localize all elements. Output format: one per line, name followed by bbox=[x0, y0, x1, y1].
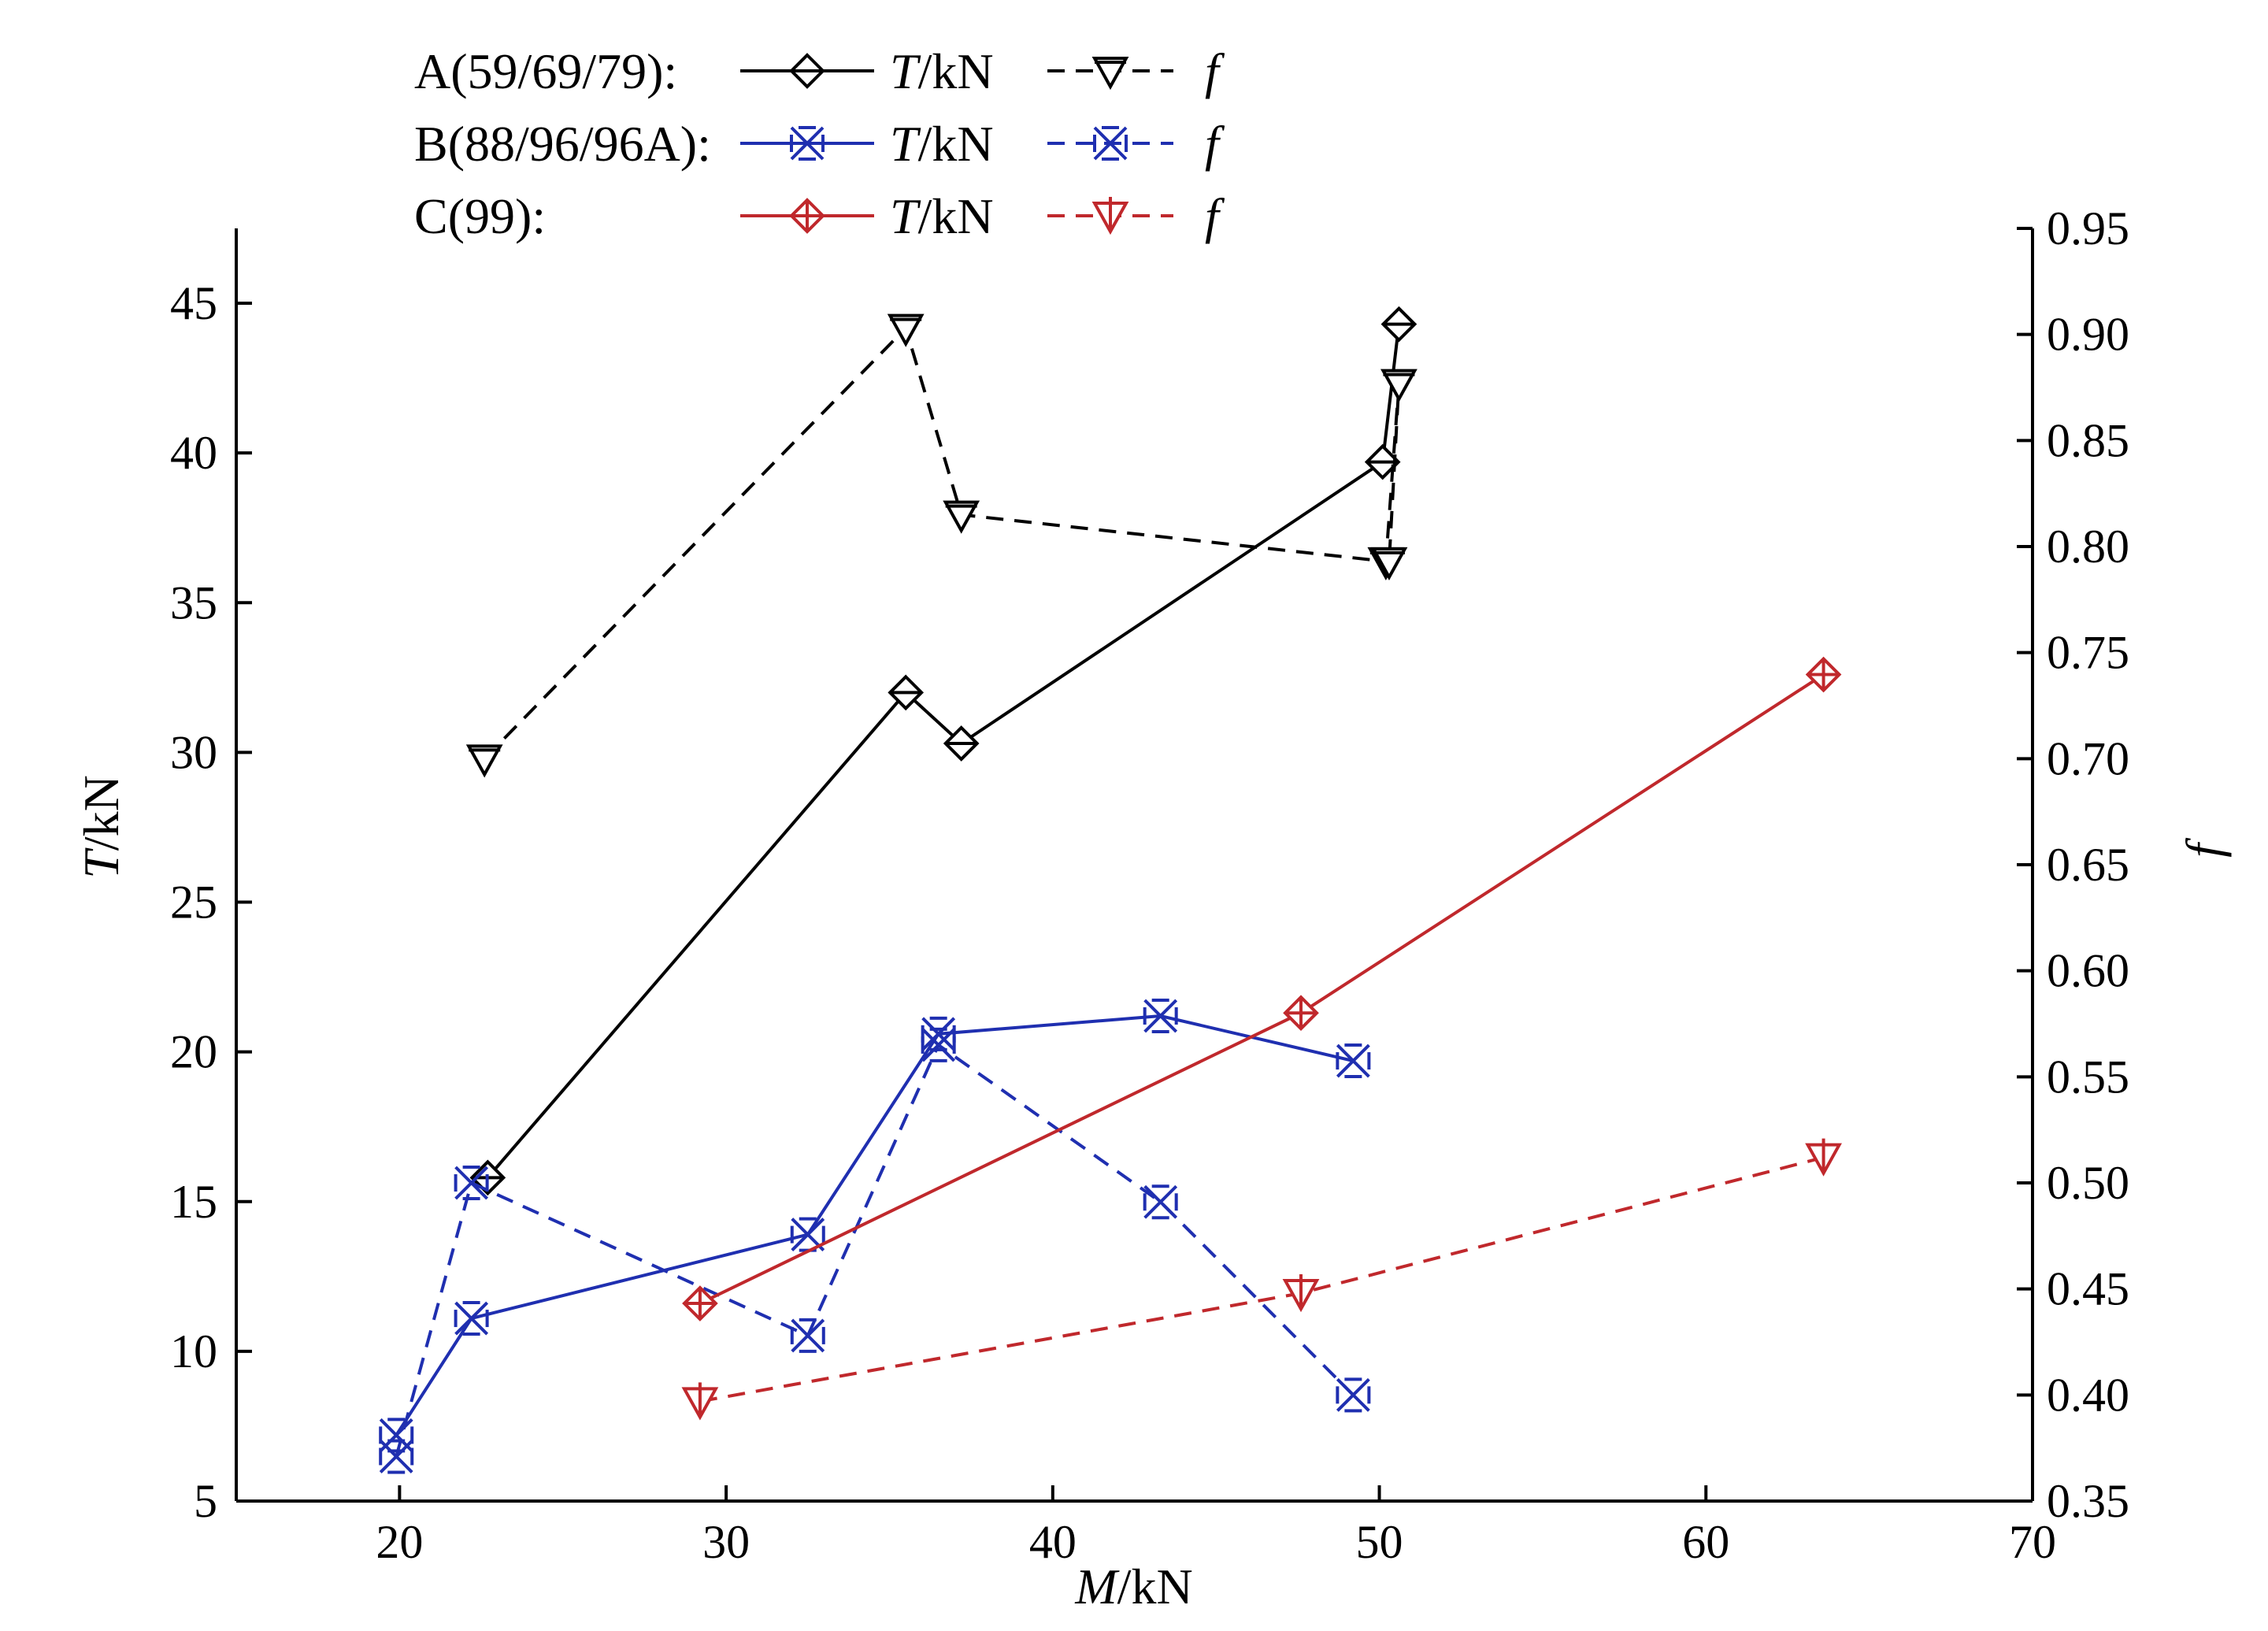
left-y-tick-label: 5 bbox=[194, 1475, 217, 1527]
legend-row-0: A(59/69/79): T/kN f bbox=[414, 43, 1225, 99]
right-y-tick-label: 0.75 bbox=[2047, 627, 2129, 679]
legend-t-marker bbox=[789, 198, 825, 234]
series-A-f-point bbox=[887, 313, 925, 347]
series-C-f-point bbox=[681, 1382, 719, 1421]
series-C-T-point bbox=[682, 1285, 718, 1321]
right-y-tick-label: 0.35 bbox=[2047, 1475, 2129, 1527]
left-y-axis-ticks: 5 10 15 20 25 30 35 40 45 bbox=[170, 277, 252, 1527]
legend-f-label: f bbox=[1205, 43, 1225, 99]
x-tick-label: 30 bbox=[702, 1516, 750, 1568]
series-B-f-point bbox=[1336, 1377, 1371, 1413]
series-A-f-point bbox=[465, 744, 503, 778]
legend-t-label: T/kN bbox=[890, 188, 994, 244]
series-B-f bbox=[379, 1027, 1371, 1474]
series-C-T-line bbox=[699, 673, 1825, 1305]
x-axis-title-italic: M bbox=[1074, 1559, 1120, 1614]
x-axis-title-unit: /kN bbox=[1117, 1559, 1193, 1614]
right-y-tick-label: 0.55 bbox=[2047, 1051, 2129, 1103]
series-C-f-point bbox=[1282, 1274, 1320, 1313]
left-y-axis-title-italic: T bbox=[73, 847, 129, 879]
x-tick-label: 70 bbox=[2009, 1516, 2056, 1568]
series-layer bbox=[379, 306, 1842, 1474]
series-B-f-point bbox=[379, 1439, 414, 1474]
series-C-f bbox=[681, 1138, 1842, 1421]
left-y-axis-title: T/kN bbox=[73, 775, 129, 879]
series-B-T-point bbox=[1143, 999, 1178, 1034]
right-y-tick-label: 0.70 bbox=[2047, 732, 2129, 784]
right-y-tick-label: 0.50 bbox=[2047, 1157, 2129, 1209]
x-axis-ticks: 20 30 40 50 60 70 bbox=[376, 1485, 2056, 1568]
legend-f-label: f bbox=[1205, 188, 1225, 244]
legend-f-label: f bbox=[1205, 116, 1225, 172]
x-tick-label: 60 bbox=[1682, 1516, 1729, 1568]
legend-t-marker bbox=[789, 53, 825, 89]
right-y-tick-label: 0.40 bbox=[2047, 1369, 2129, 1421]
series-B-T bbox=[379, 999, 1371, 1453]
series-C-T-point bbox=[1805, 656, 1842, 693]
left-y-tick-label: 30 bbox=[170, 726, 217, 778]
series-B-f-line bbox=[395, 1042, 1354, 1457]
right-y-axis-title: f bbox=[2176, 837, 2232, 858]
right-y-axis-ticks: 0.35 0.40 0.45 0.50 0.55 0.60 0.65 0.70 0.75 0.80… bbox=[2017, 202, 2129, 1527]
legend-t-marker bbox=[790, 126, 825, 161]
right-y-tick-label: 0.45 bbox=[2047, 1263, 2129, 1315]
left-y-tick-label: 10 bbox=[170, 1325, 217, 1377]
series-B-T-point bbox=[1336, 1043, 1371, 1079]
legend-group-label: B(88/96/96A): bbox=[414, 116, 711, 172]
series-A-f bbox=[465, 313, 1418, 778]
right-y-tick-label: 0.95 bbox=[2047, 202, 2129, 254]
series-B-f-point bbox=[790, 1318, 825, 1353]
series-C-T bbox=[682, 656, 1842, 1321]
right-y-axis-title-italic: f bbox=[2176, 837, 2232, 858]
left-y-tick-label: 40 bbox=[170, 427, 217, 479]
series-B-f-point bbox=[921, 1027, 956, 1062]
x-tick-label: 50 bbox=[1356, 1516, 1403, 1568]
series-C-f-point bbox=[1805, 1138, 1842, 1177]
legend: A(59/69/79): T/kN fB(88/96/96A): T/kN fC(99)… bbox=[414, 43, 1225, 244]
legend-t-label: T/kN bbox=[890, 43, 994, 99]
series-A-f-line bbox=[483, 324, 1401, 760]
right-y-tick-label: 0.80 bbox=[2047, 521, 2129, 573]
series-A-T-point bbox=[1380, 306, 1418, 343]
left-y-axis-title-unit: /kN bbox=[73, 775, 129, 851]
series-B-T-point bbox=[454, 1301, 489, 1336]
right-y-tick-label: 0.60 bbox=[2047, 945, 2129, 997]
left-y-tick-label: 15 bbox=[170, 1176, 217, 1228]
legend-f-marker bbox=[1091, 57, 1129, 91]
x-tick-label: 40 bbox=[1029, 1516, 1077, 1568]
left-y-tick-label: 25 bbox=[170, 877, 217, 929]
series-A-T-point bbox=[1364, 443, 1401, 480]
series-C-f-line bbox=[699, 1155, 1825, 1403]
legend-f-marker bbox=[1093, 126, 1128, 161]
series-A-T-point bbox=[888, 674, 925, 711]
series-C-T-point bbox=[1283, 995, 1319, 1032]
series-B-f-point bbox=[1143, 1184, 1178, 1220]
x-tick-label: 20 bbox=[376, 1516, 423, 1568]
legend-group-label: C(99): bbox=[414, 188, 546, 244]
series-A-f-point bbox=[1380, 369, 1418, 402]
left-y-tick-label: 35 bbox=[170, 576, 217, 628]
series-A-f-point bbox=[943, 500, 980, 534]
legend-f-marker bbox=[1091, 197, 1129, 235]
left-y-tick-label: 20 bbox=[170, 1026, 217, 1078]
series-A-T bbox=[469, 306, 1418, 1196]
left-y-tick-label: 45 bbox=[170, 277, 217, 329]
legend-t-label: T/kN bbox=[890, 116, 994, 172]
legend-group-label: A(59/69/79): bbox=[414, 43, 677, 99]
legend-row-1: B(88/96/96A): T/kN f bbox=[414, 116, 1225, 172]
series-A-f-point bbox=[1370, 547, 1408, 580]
legend-row-2: C(99): T/kN f bbox=[414, 188, 1225, 244]
series-B-T-line bbox=[395, 1014, 1354, 1436]
right-y-tick-label: 0.65 bbox=[2047, 839, 2129, 891]
series-A-T-point bbox=[943, 725, 980, 762]
x-axis-title: M/kN bbox=[1074, 1559, 1192, 1614]
right-y-tick-label: 0.90 bbox=[2047, 309, 2129, 361]
right-y-tick-label: 0.85 bbox=[2047, 414, 2129, 466]
series-B-f-point bbox=[454, 1166, 489, 1200]
